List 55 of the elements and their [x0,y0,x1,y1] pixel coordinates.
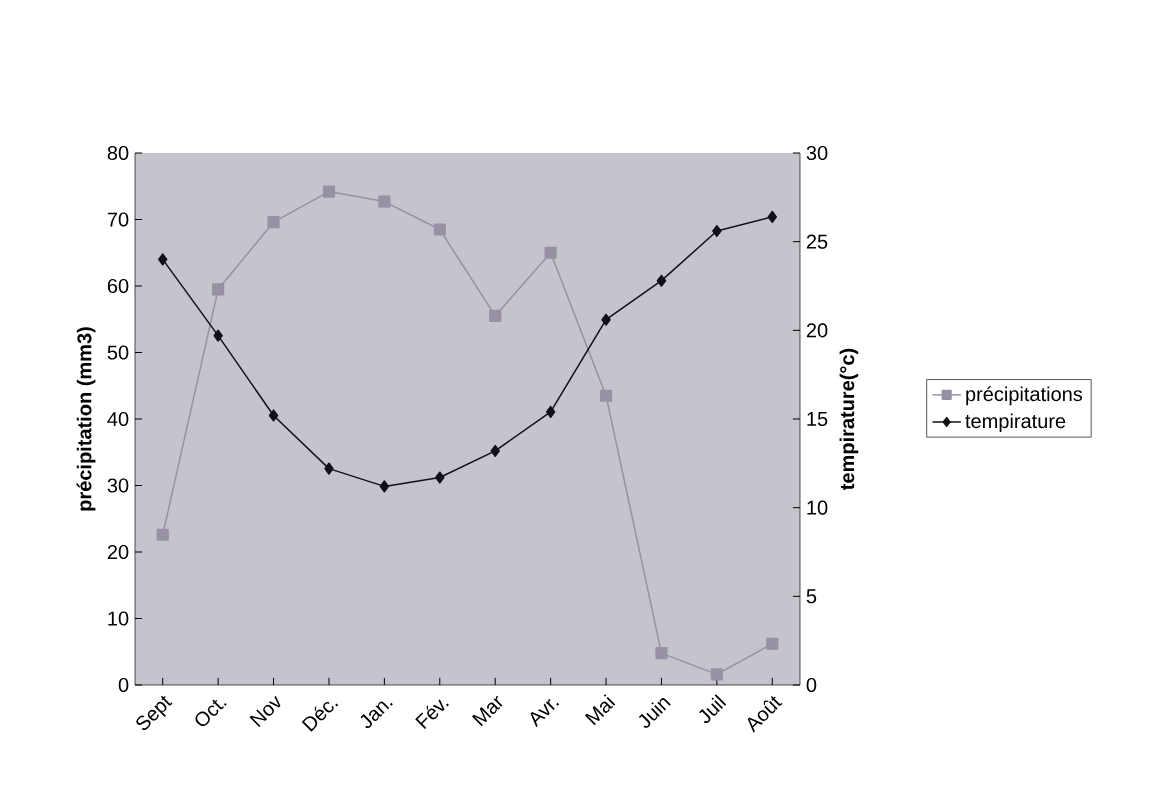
point [435,471,445,484]
point [712,224,722,238]
y2-tick-label: 10 [807,500,828,515]
x-tick-label: Déc. [301,702,339,732]
point [710,668,723,681]
point [268,409,279,422]
point [156,528,169,541]
legend-label: tempirature [965,413,1066,433]
point [324,462,334,475]
y-tick-label: 80 [107,145,129,161]
point [599,389,613,402]
point [157,253,168,266]
y-axis-title: précipitation (mm3) [76,327,96,511]
point [267,216,280,229]
y-tick-label: 70 [107,212,129,227]
y2-tick-label: 0 [806,677,817,693]
x-tick-label: Sept [136,695,173,730]
y-tick-label: 60 [107,278,129,294]
point [322,185,336,198]
x-tick-label: Avr. [530,698,560,728]
point [489,309,502,323]
point [767,210,778,223]
y2-axis-title: tempirature(°c) [839,348,859,490]
point [766,637,779,650]
x-tick-label: Oct. [195,699,227,726]
point [213,329,223,342]
x-tick-label: Juil [699,694,727,724]
point [433,223,446,236]
y-tick-label: 50 [107,345,129,360]
y2-tick-label: 25 [806,234,828,249]
x-tick-label: Fév. [415,699,449,730]
point [544,246,557,259]
y-tick-label: 40 [107,411,129,427]
x-tick-label: Jan. [360,701,393,729]
y2-tick-label: 20 [806,323,828,338]
y2-tick-label: 30 [806,145,828,161]
y-tick-label: 0 [118,677,129,693]
x-tick-label: Mar [472,695,503,727]
y2-tick-label: 15 [807,412,828,426]
point [655,647,668,660]
y2-tick-label: 5 [806,589,817,604]
point [212,283,225,296]
y-tick-label: 20 [107,544,129,560]
point [601,313,611,326]
y-tick-label: 30 [107,478,129,493]
x-tick-label: Nov [249,695,281,728]
point [379,480,390,493]
point [490,444,500,457]
y-tick-label: 10 [108,611,129,626]
x-tick-label: Juin [638,698,671,728]
point [656,274,667,287]
x-tick-label: Mai [584,694,616,726]
point [378,195,391,208]
legend-label: précipitations [966,386,1083,406]
point [545,405,556,418]
